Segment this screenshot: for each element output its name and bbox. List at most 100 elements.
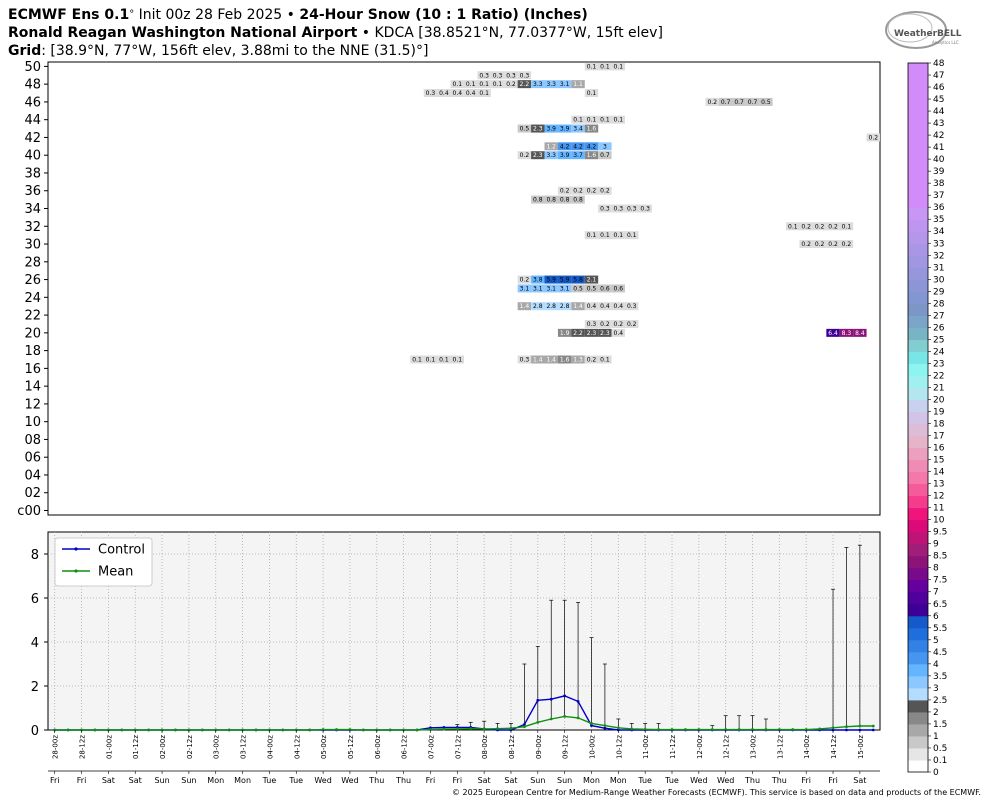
heatmap-cell-value: 0.1	[412, 357, 422, 364]
heatmap-cell-value: 0.2	[815, 223, 825, 230]
colorbar-label: 29	[933, 287, 945, 297]
series-point	[616, 726, 620, 730]
series-point	[335, 728, 338, 731]
heatmap-cell	[839, 222, 854, 231]
colorbar-label: 45	[933, 95, 944, 105]
heatmap-cell	[611, 62, 626, 71]
colorbar-label: 1	[933, 732, 939, 742]
heatmap-cell-value: 3.3	[533, 81, 543, 88]
heatmap-cell	[732, 97, 746, 106]
colorbar-segment	[908, 687, 928, 701]
day-label: Mon	[610, 776, 627, 785]
heatmap-cell	[584, 328, 599, 337]
colorbar-label: 1.5	[933, 720, 947, 730]
heatmap-cell	[584, 115, 599, 124]
y-tick-label: 48	[24, 78, 41, 93]
colorbar-segment	[908, 651, 928, 665]
heatmap-cell-value: 0.2	[506, 81, 516, 88]
series-point	[710, 728, 714, 731]
colorbar-segment	[908, 387, 928, 400]
x-tick-label: 14-12z	[830, 735, 838, 759]
series-point	[643, 727, 647, 731]
series-point	[590, 724, 593, 727]
line-y-axis: 0 2 4 6 8	[31, 548, 48, 739]
colorbar-label: 5	[933, 636, 939, 646]
colorbar-segment	[908, 159, 928, 172]
series-point	[509, 726, 513, 730]
header-line-3: Grid: [38.9°N, 77°W, 156ft elev, 3.88mi …	[8, 42, 663, 60]
colorbar-label: 42	[933, 131, 944, 141]
heatmap-cell	[745, 97, 760, 106]
colorbar-label: 14	[933, 468, 945, 478]
heatmap-cell	[571, 142, 585, 151]
series-point	[845, 725, 848, 729]
colorbar-label: 13	[933, 480, 944, 490]
y-tick-label: 4	[31, 636, 39, 651]
colorbar-segment	[908, 447, 928, 461]
series-point	[549, 717, 553, 721]
heatmap-panel	[47, 61, 881, 516]
series-point	[281, 728, 285, 732]
heatmap-cell-value: 3.7	[573, 152, 583, 159]
day-label: Thu	[744, 776, 760, 785]
series-point	[388, 728, 392, 732]
heatmap-cell-value: 2.8	[560, 303, 570, 310]
colorbar-label: 27	[933, 311, 944, 321]
colorbar-label: 22	[933, 371, 944, 381]
colorbar-label: 36	[933, 203, 945, 213]
colorbar-label: 6	[933, 612, 939, 622]
grid-label: Grid	[8, 43, 42, 59]
day-label: Fri	[453, 776, 463, 785]
line-panel	[47, 531, 881, 731]
heatmap-cell-value: 0.1	[479, 90, 489, 97]
colorbar-segment	[908, 483, 928, 497]
heatmap-cell	[544, 124, 558, 133]
heatmap-cell	[531, 284, 545, 293]
series-point	[469, 727, 473, 731]
heatmap-cell	[517, 124, 532, 133]
legend: Control Mean	[54, 537, 153, 587]
heatmap-cell	[611, 302, 626, 311]
heatmap-cell-value: 5.9	[560, 277, 570, 284]
heatmap-cell-value: 0.2	[801, 241, 811, 248]
colorbar-segment	[908, 627, 928, 641]
heatmap-cell-value: 0.1	[493, 81, 503, 88]
colorbar-label: 15	[933, 456, 944, 466]
series-point	[549, 697, 553, 701]
heatmap-cell	[584, 355, 599, 364]
colorbar-label: 6.5	[933, 600, 947, 610]
heatmap-cell-value: 0.2	[842, 241, 852, 248]
y-tick-label: 30	[24, 238, 41, 253]
heatmap-cell-value: 0.1	[479, 81, 489, 88]
colorbar-label: 38	[933, 179, 945, 189]
day-label: Sat	[478, 776, 491, 785]
grid-value: : [38.9°N, 77°W, 156ft elev, 3.88mi to t…	[41, 43, 429, 59]
heatmap-cell	[531, 275, 545, 284]
y-tick-label: 22	[24, 309, 41, 324]
heatmap-cell	[584, 302, 599, 311]
heatmap-cell	[571, 80, 585, 89]
heatmap-cell-value: 0.1	[600, 357, 610, 364]
heatmap-cell-value: 2.3	[533, 152, 543, 159]
line-grid	[48, 532, 880, 730]
x-tick-label: 15-00z	[857, 735, 865, 759]
colorbar-segment	[908, 591, 928, 605]
series-point	[603, 724, 607, 727]
heatmap-cell-value: 8.3	[842, 330, 852, 337]
colorbar-segment	[908, 291, 928, 304]
colorbar-segment	[908, 255, 928, 268]
series-point	[724, 728, 728, 731]
heatmap-cell-value: 6.4	[828, 330, 838, 337]
series-point	[858, 724, 862, 728]
heatmap-cell-value: 2.1	[587, 277, 597, 284]
day-label: Tue	[288, 776, 303, 785]
heatmap-cell	[799, 222, 813, 231]
x-tick-label: 04-00z	[266, 735, 274, 759]
series-point	[120, 728, 124, 732]
day-label: Sun	[557, 776, 572, 785]
heatmap-cell-value: 0.2	[600, 321, 610, 328]
heatmap-cell-value: 0.8	[533, 197, 543, 204]
heatmap-cell-value: 0.2	[869, 134, 879, 141]
heatmap-cell-value: 0.1	[426, 357, 436, 364]
heatmap-cell-value: 1.4	[573, 303, 583, 310]
